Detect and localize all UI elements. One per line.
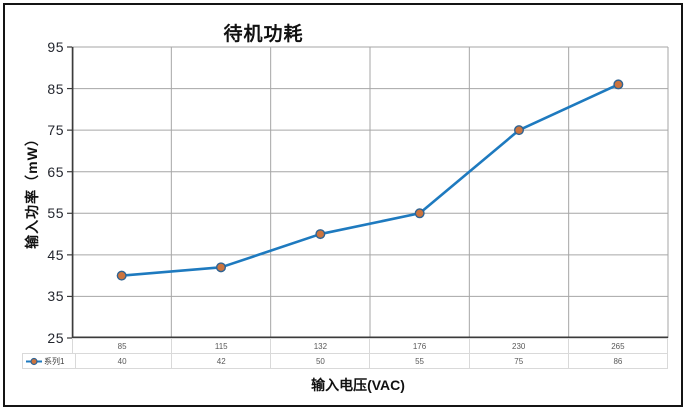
category-cell: 132 bbox=[270, 338, 371, 354]
y-tick-label: 55 bbox=[47, 205, 64, 222]
category-cell: 85 bbox=[71, 338, 173, 354]
category-cell: 115 bbox=[171, 338, 272, 354]
value-cell: 75 bbox=[468, 353, 569, 369]
y-tick-label: 65 bbox=[47, 163, 64, 180]
value-cell: 42 bbox=[171, 353, 272, 369]
y-tick-label: 85 bbox=[47, 80, 64, 97]
data-point-marker bbox=[116, 270, 127, 281]
legend-series-icon bbox=[26, 357, 42, 365]
category-cell: 265 bbox=[567, 338, 669, 354]
value-cell: 86 bbox=[567, 353, 669, 369]
y-tick-label: 75 bbox=[47, 122, 64, 139]
series-line bbox=[120, 83, 620, 277]
x-axis-title: 输入电压(VAC) bbox=[311, 377, 405, 393]
chart-title: 待机功耗 bbox=[223, 24, 304, 45]
category-row: 85 115 132 176 230 265 bbox=[71, 338, 669, 354]
chart-data-table: 85 115 132 176 230 265 40 42 50 55 75 86 bbox=[71, 338, 669, 369]
data-point-marker bbox=[414, 208, 425, 219]
legend: 系列1 bbox=[22, 353, 76, 369]
value-cell: 50 bbox=[270, 353, 371, 369]
data-point-marker bbox=[315, 229, 326, 240]
value-cell: 55 bbox=[369, 353, 470, 369]
data-point-marker bbox=[215, 262, 226, 273]
data-point-marker bbox=[514, 125, 525, 136]
data-point-marker bbox=[613, 79, 624, 90]
category-cell: 176 bbox=[369, 338, 470, 354]
legend-series-label: 系列1 bbox=[44, 356, 65, 366]
category-cell: 230 bbox=[468, 338, 569, 354]
value-cell: 40 bbox=[71, 353, 173, 369]
y-tick-label: 35 bbox=[47, 288, 64, 305]
y-tick-label: 95 bbox=[47, 39, 64, 55]
y-tick-label: 45 bbox=[47, 246, 64, 263]
y-tick-label: 25 bbox=[47, 330, 64, 346]
plot-area bbox=[67, 46, 669, 339]
value-row: 40 42 50 55 75 86 bbox=[71, 353, 669, 369]
